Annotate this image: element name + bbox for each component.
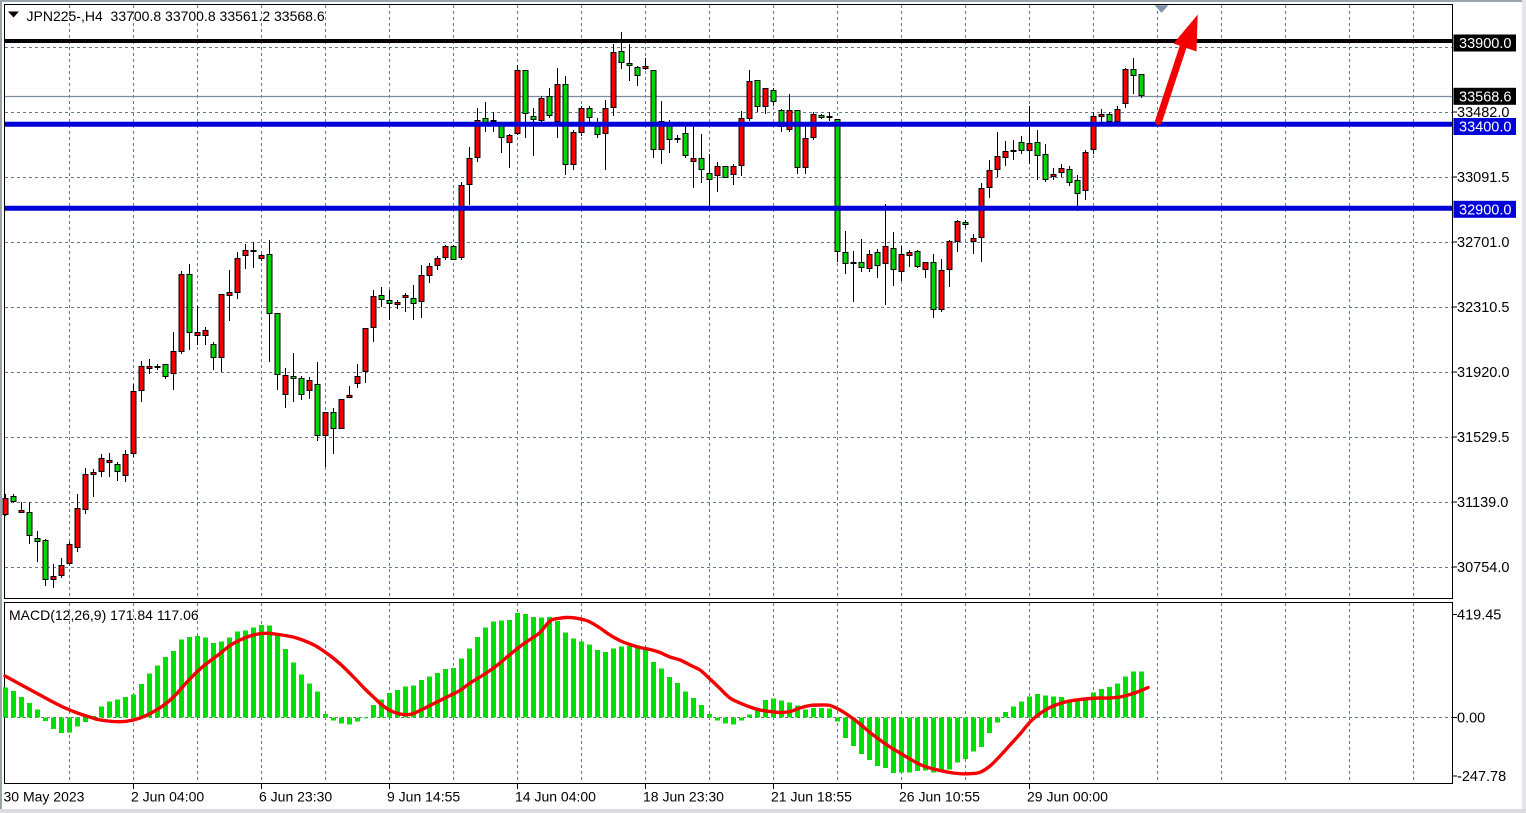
svg-text:419.45: 419.45	[1457, 608, 1501, 624]
svg-text:6 Jun 23:30: 6 Jun 23:30	[259, 789, 332, 805]
svg-text:0.00: 0.00	[1457, 711, 1485, 727]
svg-text:32310.5: 32310.5	[1457, 300, 1509, 316]
svg-text:30 May 2023: 30 May 2023	[4, 789, 85, 805]
svg-text:21 Jun 18:55: 21 Jun 18:55	[771, 789, 852, 805]
svg-text:JPN225-,H4 33700.8 33700.8 33: JPN225-,H4 33700.8 33700.8 33561.2 33568…	[27, 8, 325, 24]
svg-text:32900.0: 32900.0	[1459, 202, 1511, 218]
svg-text:33568.6: 33568.6	[1459, 89, 1511, 105]
svg-text:33091.5: 33091.5	[1457, 170, 1509, 186]
svg-text:29 Jun 00:00: 29 Jun 00:00	[1027, 789, 1108, 805]
svg-text:31139.0: 31139.0	[1457, 495, 1508, 511]
svg-text:31920.0: 31920.0	[1457, 365, 1509, 381]
svg-text:33900.0: 33900.0	[1459, 36, 1511, 52]
svg-text:31529.5: 31529.5	[1457, 430, 1509, 446]
svg-text:30754.0: 30754.0	[1457, 560, 1509, 576]
svg-text:18 Jun 23:30: 18 Jun 23:30	[643, 789, 724, 805]
svg-text:-247.78: -247.78	[1457, 769, 1506, 785]
svg-text:2 Jun 04:00: 2 Jun 04:00	[131, 789, 204, 805]
svg-text:9 Jun 14:55: 9 Jun 14:55	[387, 789, 460, 805]
svg-text:26 Jun 10:55: 26 Jun 10:55	[899, 789, 980, 805]
svg-text:32701.0: 32701.0	[1457, 235, 1509, 251]
svg-text:33482.0: 33482.0	[1457, 105, 1509, 121]
svg-text:14 Jun 04:00: 14 Jun 04:00	[515, 789, 596, 805]
svg-text:33400.0: 33400.0	[1459, 120, 1511, 136]
svg-text:MACD(12,26,9) 171.84 117.06: MACD(12,26,9) 171.84 117.06	[9, 607, 199, 623]
